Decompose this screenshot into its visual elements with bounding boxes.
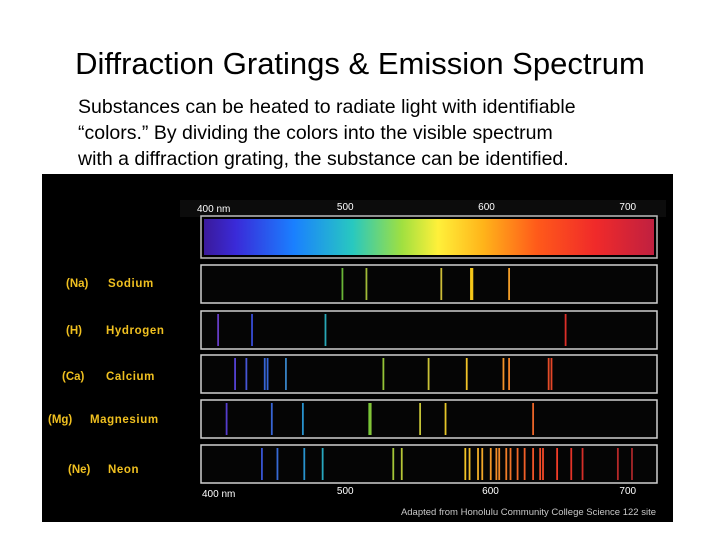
emission-line-neon bbox=[542, 448, 544, 480]
emission-line-hydrogen bbox=[324, 314, 327, 346]
element-name-neon: Neon bbox=[108, 464, 139, 476]
emission-line-neon bbox=[581, 448, 584, 480]
emission-line-neon bbox=[489, 448, 492, 480]
emission-line-neon bbox=[321, 448, 324, 480]
element-symbol-neon: (Ne) bbox=[68, 464, 91, 476]
emission-line-neon bbox=[477, 448, 479, 480]
emission-line-calcium bbox=[547, 358, 550, 390]
element-name-hydrogen: Hydrogen bbox=[106, 325, 164, 337]
element-symbol-magnesium: (Mg) bbox=[48, 414, 72, 426]
emission-line-neon bbox=[509, 448, 512, 480]
top-axis-label-700: 700 bbox=[619, 202, 636, 213]
emission-line-neon bbox=[392, 448, 395, 480]
emission-line-neon bbox=[616, 448, 619, 480]
emission-line-calcium bbox=[427, 358, 430, 390]
emission-line-neon bbox=[631, 448, 633, 480]
body-line-2: “colors.” By dividing the colors into th… bbox=[78, 122, 553, 144]
continuous-spectrum bbox=[204, 219, 654, 255]
figure-credit: Adapted from Honolulu Community College … bbox=[401, 507, 656, 518]
emission-line-calcium bbox=[502, 358, 505, 390]
emission-line-sodium bbox=[341, 268, 344, 300]
emission-line-calcium bbox=[285, 358, 287, 390]
element-symbol-calcium: (Ca) bbox=[62, 371, 85, 383]
emission-line-calcium bbox=[266, 358, 269, 390]
emission-line-neon bbox=[498, 448, 501, 480]
emission-line-magnesium bbox=[368, 403, 371, 435]
emission-line-neon bbox=[276, 448, 279, 480]
emission-line-neon bbox=[505, 448, 508, 480]
spectrum-strip-neon bbox=[200, 444, 658, 484]
bottom-axis-label-500: 500 bbox=[337, 486, 354, 497]
emission-line-calcium bbox=[245, 358, 248, 390]
emission-spectra-figure: 400 nm 500 600 700 (Na) Sodium (H) Hydrogen (Ca)… bbox=[42, 174, 673, 522]
emission-line-hydrogen bbox=[564, 314, 567, 346]
emission-line-sodium bbox=[470, 268, 472, 300]
emission-line-neon bbox=[495, 448, 498, 480]
element-symbol-hydrogen: (H) bbox=[66, 325, 82, 337]
emission-line-magnesium bbox=[225, 403, 228, 435]
emission-line-sodium bbox=[471, 268, 474, 300]
top-axis-label-500: 500 bbox=[337, 202, 354, 213]
body-text: Substances can be heated to radiate ligh… bbox=[78, 94, 698, 172]
emission-line-neon bbox=[523, 448, 526, 480]
emission-line-neon bbox=[556, 448, 559, 480]
emission-line-calcium bbox=[508, 358, 510, 390]
emission-line-sodium bbox=[365, 268, 368, 300]
emission-line-sodium bbox=[440, 268, 443, 300]
top-axis-label-400: 400 nm bbox=[197, 204, 230, 215]
emission-line-neon bbox=[532, 448, 535, 480]
bottom-axis-label-700: 700 bbox=[619, 486, 636, 497]
emission-line-neon bbox=[400, 448, 403, 480]
emission-line-neon bbox=[468, 448, 471, 480]
emission-line-magnesium bbox=[270, 403, 273, 435]
spectrum-strip-sodium bbox=[200, 264, 658, 304]
emission-line-neon bbox=[570, 448, 573, 480]
emission-line-calcium bbox=[465, 358, 468, 390]
emission-line-calcium bbox=[382, 358, 385, 390]
continuous-spectrum-frame bbox=[200, 215, 658, 259]
spectrum-strip-hydrogen bbox=[200, 310, 658, 350]
emission-line-magnesium bbox=[419, 403, 422, 435]
emission-line-hydrogen bbox=[251, 314, 253, 346]
element-name-sodium: Sodium bbox=[108, 278, 154, 290]
emission-line-magnesium bbox=[444, 403, 447, 435]
emission-line-hydrogen bbox=[217, 314, 220, 346]
emission-line-neon bbox=[464, 448, 467, 480]
emission-line-magnesium bbox=[301, 403, 304, 435]
emission-line-magnesium bbox=[532, 403, 535, 435]
emission-line-magnesium bbox=[369, 403, 372, 435]
top-axis-band bbox=[180, 200, 666, 217]
spectrum-strip-magnesium bbox=[200, 399, 658, 439]
emission-line-calcium bbox=[234, 358, 236, 390]
emission-line-sodium bbox=[508, 268, 510, 300]
emission-line-neon bbox=[261, 448, 263, 480]
emission-line-calcium bbox=[550, 358, 553, 390]
emission-line-calcium bbox=[263, 358, 266, 390]
top-axis-label-600: 600 bbox=[478, 202, 495, 213]
bottom-axis-label-400: 400 nm bbox=[202, 489, 235, 500]
spectra-svg: 400 nm 500 600 700 (Na) Sodium (H) Hydrogen (Ca)… bbox=[48, 200, 666, 518]
slide-title: Diffraction Gratings & Emission Spectrum bbox=[75, 46, 645, 81]
emission-line-neon bbox=[516, 448, 519, 480]
emission-line-neon bbox=[481, 448, 484, 480]
element-symbol-sodium: (Na) bbox=[66, 278, 89, 290]
body-line-1: Substances can be heated to radiate ligh… bbox=[78, 96, 576, 118]
emission-line-neon bbox=[539, 448, 542, 480]
body-line-3: with a diffraction grating, the substanc… bbox=[78, 148, 569, 170]
element-name-magnesium: Magnesium bbox=[90, 414, 159, 426]
emission-line-neon bbox=[303, 448, 306, 480]
element-name-calcium: Calcium bbox=[106, 371, 155, 383]
bottom-axis-label-600: 600 bbox=[482, 486, 499, 497]
